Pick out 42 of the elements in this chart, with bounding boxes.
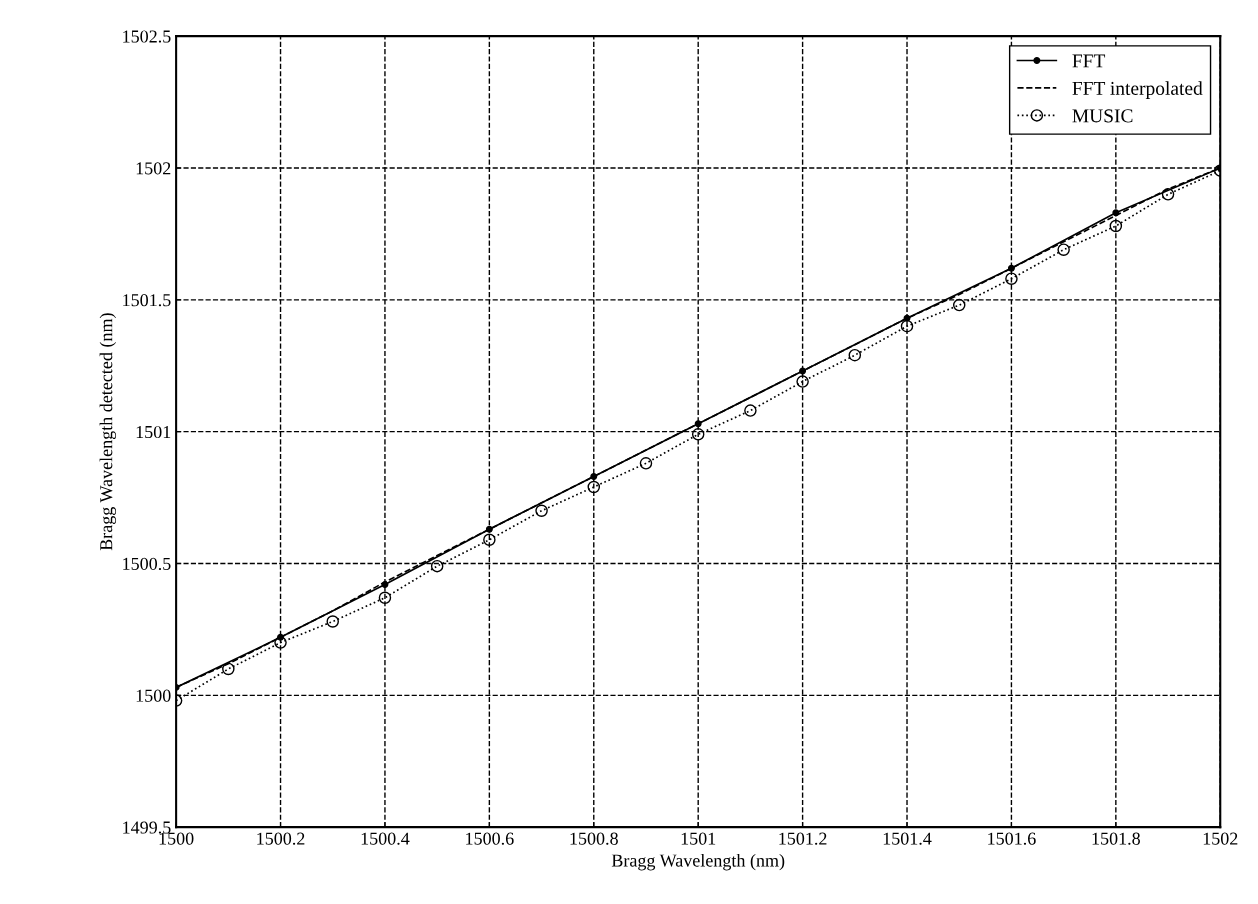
point [222,662,235,676]
x-tick-label: 1501 [681,832,716,845]
x-tick-label: 1500.6 [466,832,514,845]
y-tick-label: 1500.5 [123,557,171,571]
x-tick-label: 1501.2 [779,832,827,845]
point [691,428,705,441]
point [1161,188,1175,201]
point [796,375,809,388]
point [535,504,548,518]
x-axis-title: Bragg Wavelength (nm) [611,853,785,871]
point [1057,243,1070,256]
y-tick-label: 1502 [136,162,171,175]
point [587,480,601,494]
legend-label: FFT interpolated [1072,81,1203,99]
point [639,457,653,470]
x-tick-label: 1501.4 [883,832,932,845]
y-tick-label: 1502.5 [123,30,171,43]
y-tick-label: 1499.5 [123,821,171,834]
legend-label: MUSIC [1072,109,1133,123]
x-tick-label: 1500.4 [361,832,410,845]
point [430,559,444,573]
legend-label: FFT [1072,54,1106,68]
point [274,636,287,649]
point [1109,219,1123,233]
point [378,591,392,605]
x-tick-label: 1502 [1203,832,1238,845]
point [744,404,757,417]
point [483,533,496,547]
y-tick-label: 1501.5 [123,294,171,307]
y-tick-label: 1500 [136,689,171,702]
point [900,319,914,333]
y-axis-title: Bragg Wavelength detected (nm) [99,313,117,551]
y-tick-label: 1501 [136,425,171,439]
point [952,298,966,312]
point [848,348,862,362]
x-tick-label: 1501.6 [988,832,1036,845]
x-tick-label: 1500.2 [257,832,305,845]
point [326,615,339,628]
x-tick-label: 1500.8 [570,832,618,845]
x-tick-label: 1500 [159,832,194,845]
point [1005,272,1018,285]
x-tick-label: 1501.8 [1092,832,1140,845]
